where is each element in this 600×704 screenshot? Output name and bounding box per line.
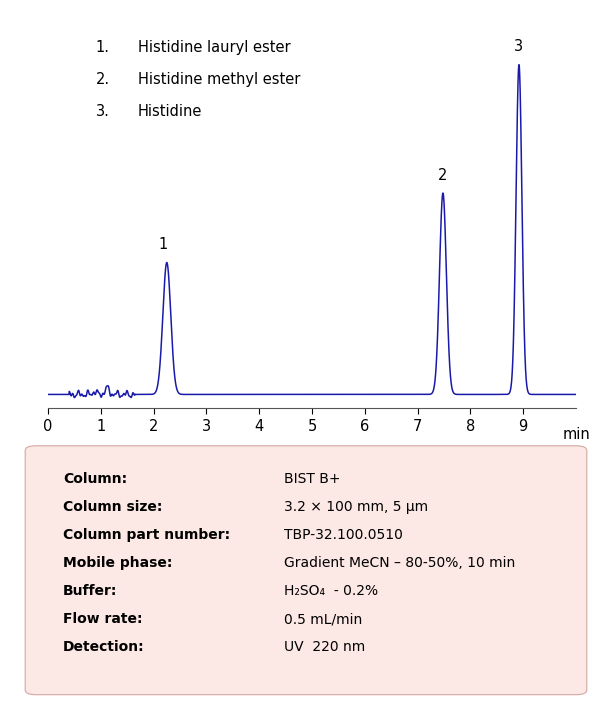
Text: Gradient MeCN – 80-50%, 10 min: Gradient MeCN – 80-50%, 10 min xyxy=(284,556,515,570)
Text: TBP-32.100.0510: TBP-32.100.0510 xyxy=(284,528,403,542)
FancyBboxPatch shape xyxy=(25,446,587,695)
Text: Histidine: Histidine xyxy=(138,104,202,119)
Text: Histidine lauryl ester: Histidine lauryl ester xyxy=(138,39,290,55)
Text: BIST B+: BIST B+ xyxy=(284,472,341,486)
Text: min: min xyxy=(563,427,590,442)
Text: UV  220 nm: UV 220 nm xyxy=(284,641,365,654)
Text: Column part number:: Column part number: xyxy=(63,528,230,542)
Text: Detection:: Detection: xyxy=(63,641,145,654)
Text: Column:: Column: xyxy=(63,472,127,486)
Text: Mobile phase:: Mobile phase: xyxy=(63,556,172,570)
Text: Histidine methyl ester: Histidine methyl ester xyxy=(138,72,300,87)
Text: Flow rate:: Flow rate: xyxy=(63,612,143,627)
Text: 2: 2 xyxy=(438,168,448,182)
Text: 0.5 mL/min: 0.5 mL/min xyxy=(284,612,362,627)
Text: Buffer:: Buffer: xyxy=(63,584,118,598)
Text: 2.: 2. xyxy=(95,72,110,87)
Text: 1.: 1. xyxy=(95,39,110,55)
Text: 3.: 3. xyxy=(95,104,109,119)
Text: H₂SO₄  - 0.2%: H₂SO₄ - 0.2% xyxy=(284,584,379,598)
Text: Column size:: Column size: xyxy=(63,500,163,514)
Text: 3.2 × 100 mm, 5 μm: 3.2 × 100 mm, 5 μm xyxy=(284,500,428,514)
Text: 1: 1 xyxy=(158,237,167,252)
Text: 3: 3 xyxy=(514,39,524,54)
